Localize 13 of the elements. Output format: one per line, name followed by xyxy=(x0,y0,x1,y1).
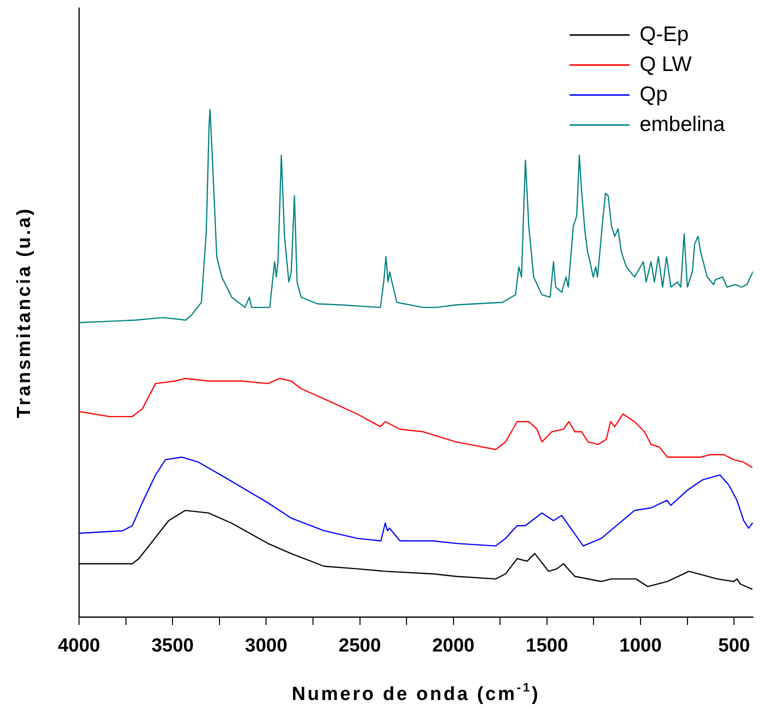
x-tick-label: 2500 xyxy=(338,636,381,657)
legend-label: Q LW xyxy=(640,52,692,76)
legend-label: Qp xyxy=(640,82,668,106)
x-tick-label: 2000 xyxy=(432,636,474,657)
x-tick-label: 500 xyxy=(718,636,750,657)
y-axis-title: Transmitancia (u.a) xyxy=(14,206,35,418)
x-tick-label: 3500 xyxy=(151,636,194,657)
x-tick-label: 4000 xyxy=(58,636,100,657)
x-tick-label: 1500 xyxy=(526,636,568,657)
x-tick-label: 1000 xyxy=(619,636,662,657)
x-tick-label: 3000 xyxy=(245,636,288,657)
legend-label: embelina xyxy=(640,112,726,136)
legend-label: Q-Ep xyxy=(640,22,689,46)
